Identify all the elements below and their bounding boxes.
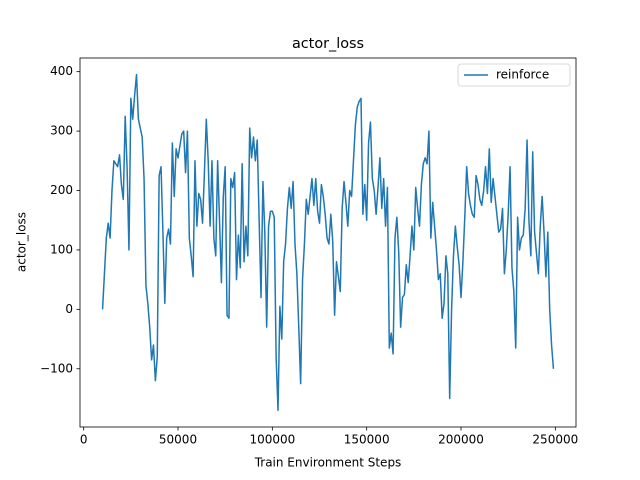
x-tick-label: 200000 [438,433,484,447]
axes-frame [79,57,577,428]
x-tick-label: 50000 [159,433,197,447]
chart-title: actor_loss [292,36,364,52]
y-tick-label: 300 [50,124,73,138]
legend-label: reinforce [496,68,549,82]
legend-box [457,63,571,87]
y-tick-label: 200 [50,183,73,197]
y-tick-label: 100 [50,242,73,256]
x-tick-label: 0 [80,433,88,447]
x-tick-label: 150000 [344,433,390,447]
x-tick-label: 100000 [249,433,295,447]
x-tick-label: 250000 [532,433,578,447]
y-tick-label: −100 [40,361,73,375]
x-axis-label: Train Environment Steps [254,456,402,470]
y-tick-label: 400 [50,64,73,78]
y-tick-label: 0 [65,302,73,316]
line-series [101,73,555,412]
y-axis-label: actor_loss [15,212,29,272]
